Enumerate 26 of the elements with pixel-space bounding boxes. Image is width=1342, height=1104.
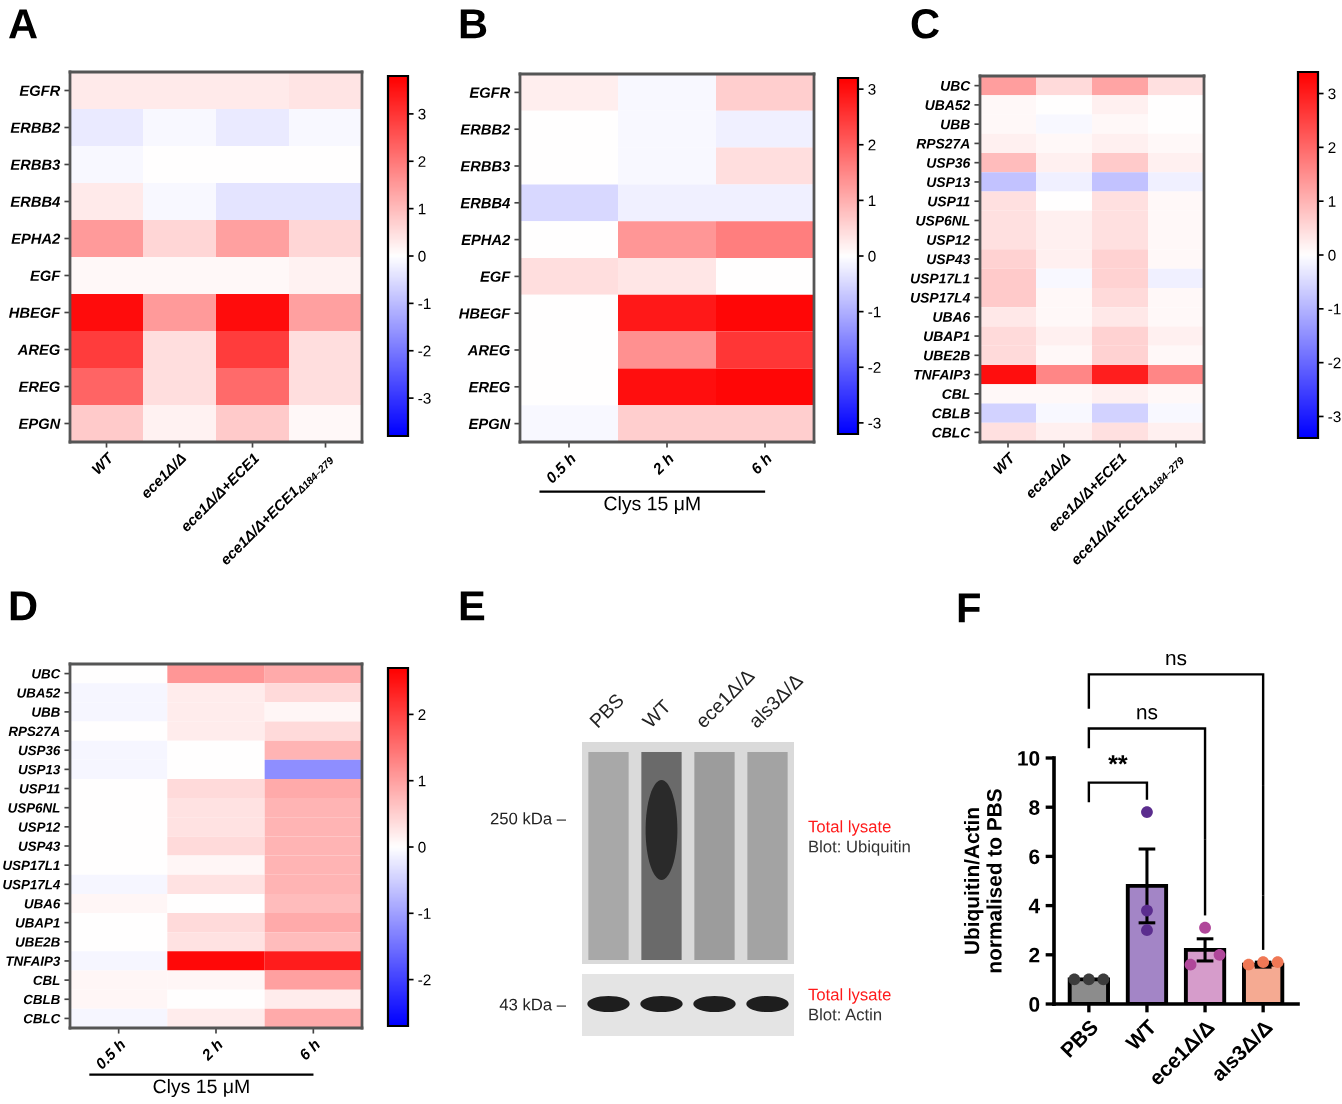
x-tick-label: WT: [1124, 1018, 1158, 1052]
chart-title: A: [9, 9, 37, 39]
chart-title: F: [958, 593, 980, 623]
y-tick-label: 2: [1029, 947, 1040, 963]
text: E: [460, 591, 485, 621]
text: Blot: Actin: [809, 1008, 882, 1021]
x-axis-title: Clys 15 μM: [153, 1078, 249, 1098]
text: 250 kDa –: [490, 812, 566, 825]
y-tick-label: 0: [1029, 997, 1040, 1012]
y-tick-label: 10: [1018, 751, 1040, 766]
text: Blot: Ubiquitin: [809, 840, 910, 856]
chart-title: C: [911, 9, 939, 39]
text: ns: [1137, 708, 1158, 720]
y-tick-label: 8: [1029, 800, 1040, 815]
chart-title: B: [460, 9, 487, 39]
category-label: WT: [641, 698, 672, 730]
text: 43 kDa –: [499, 998, 566, 1011]
y-tick-label: 4: [1028, 898, 1040, 914]
text: ns: [1166, 653, 1187, 666]
chart-title: D: [10, 591, 37, 621]
y-tick-label: 6: [1029, 849, 1040, 865]
text: Total lysate: [808, 988, 891, 1004]
text: Total lysate: [808, 820, 891, 836]
y-axis-title: Ubiquitin/Actin normalised to PBS: [963, 789, 1002, 973]
x-axis-title: Clys 15 μM: [604, 496, 700, 515]
annotation: **: [1108, 755, 1128, 765]
